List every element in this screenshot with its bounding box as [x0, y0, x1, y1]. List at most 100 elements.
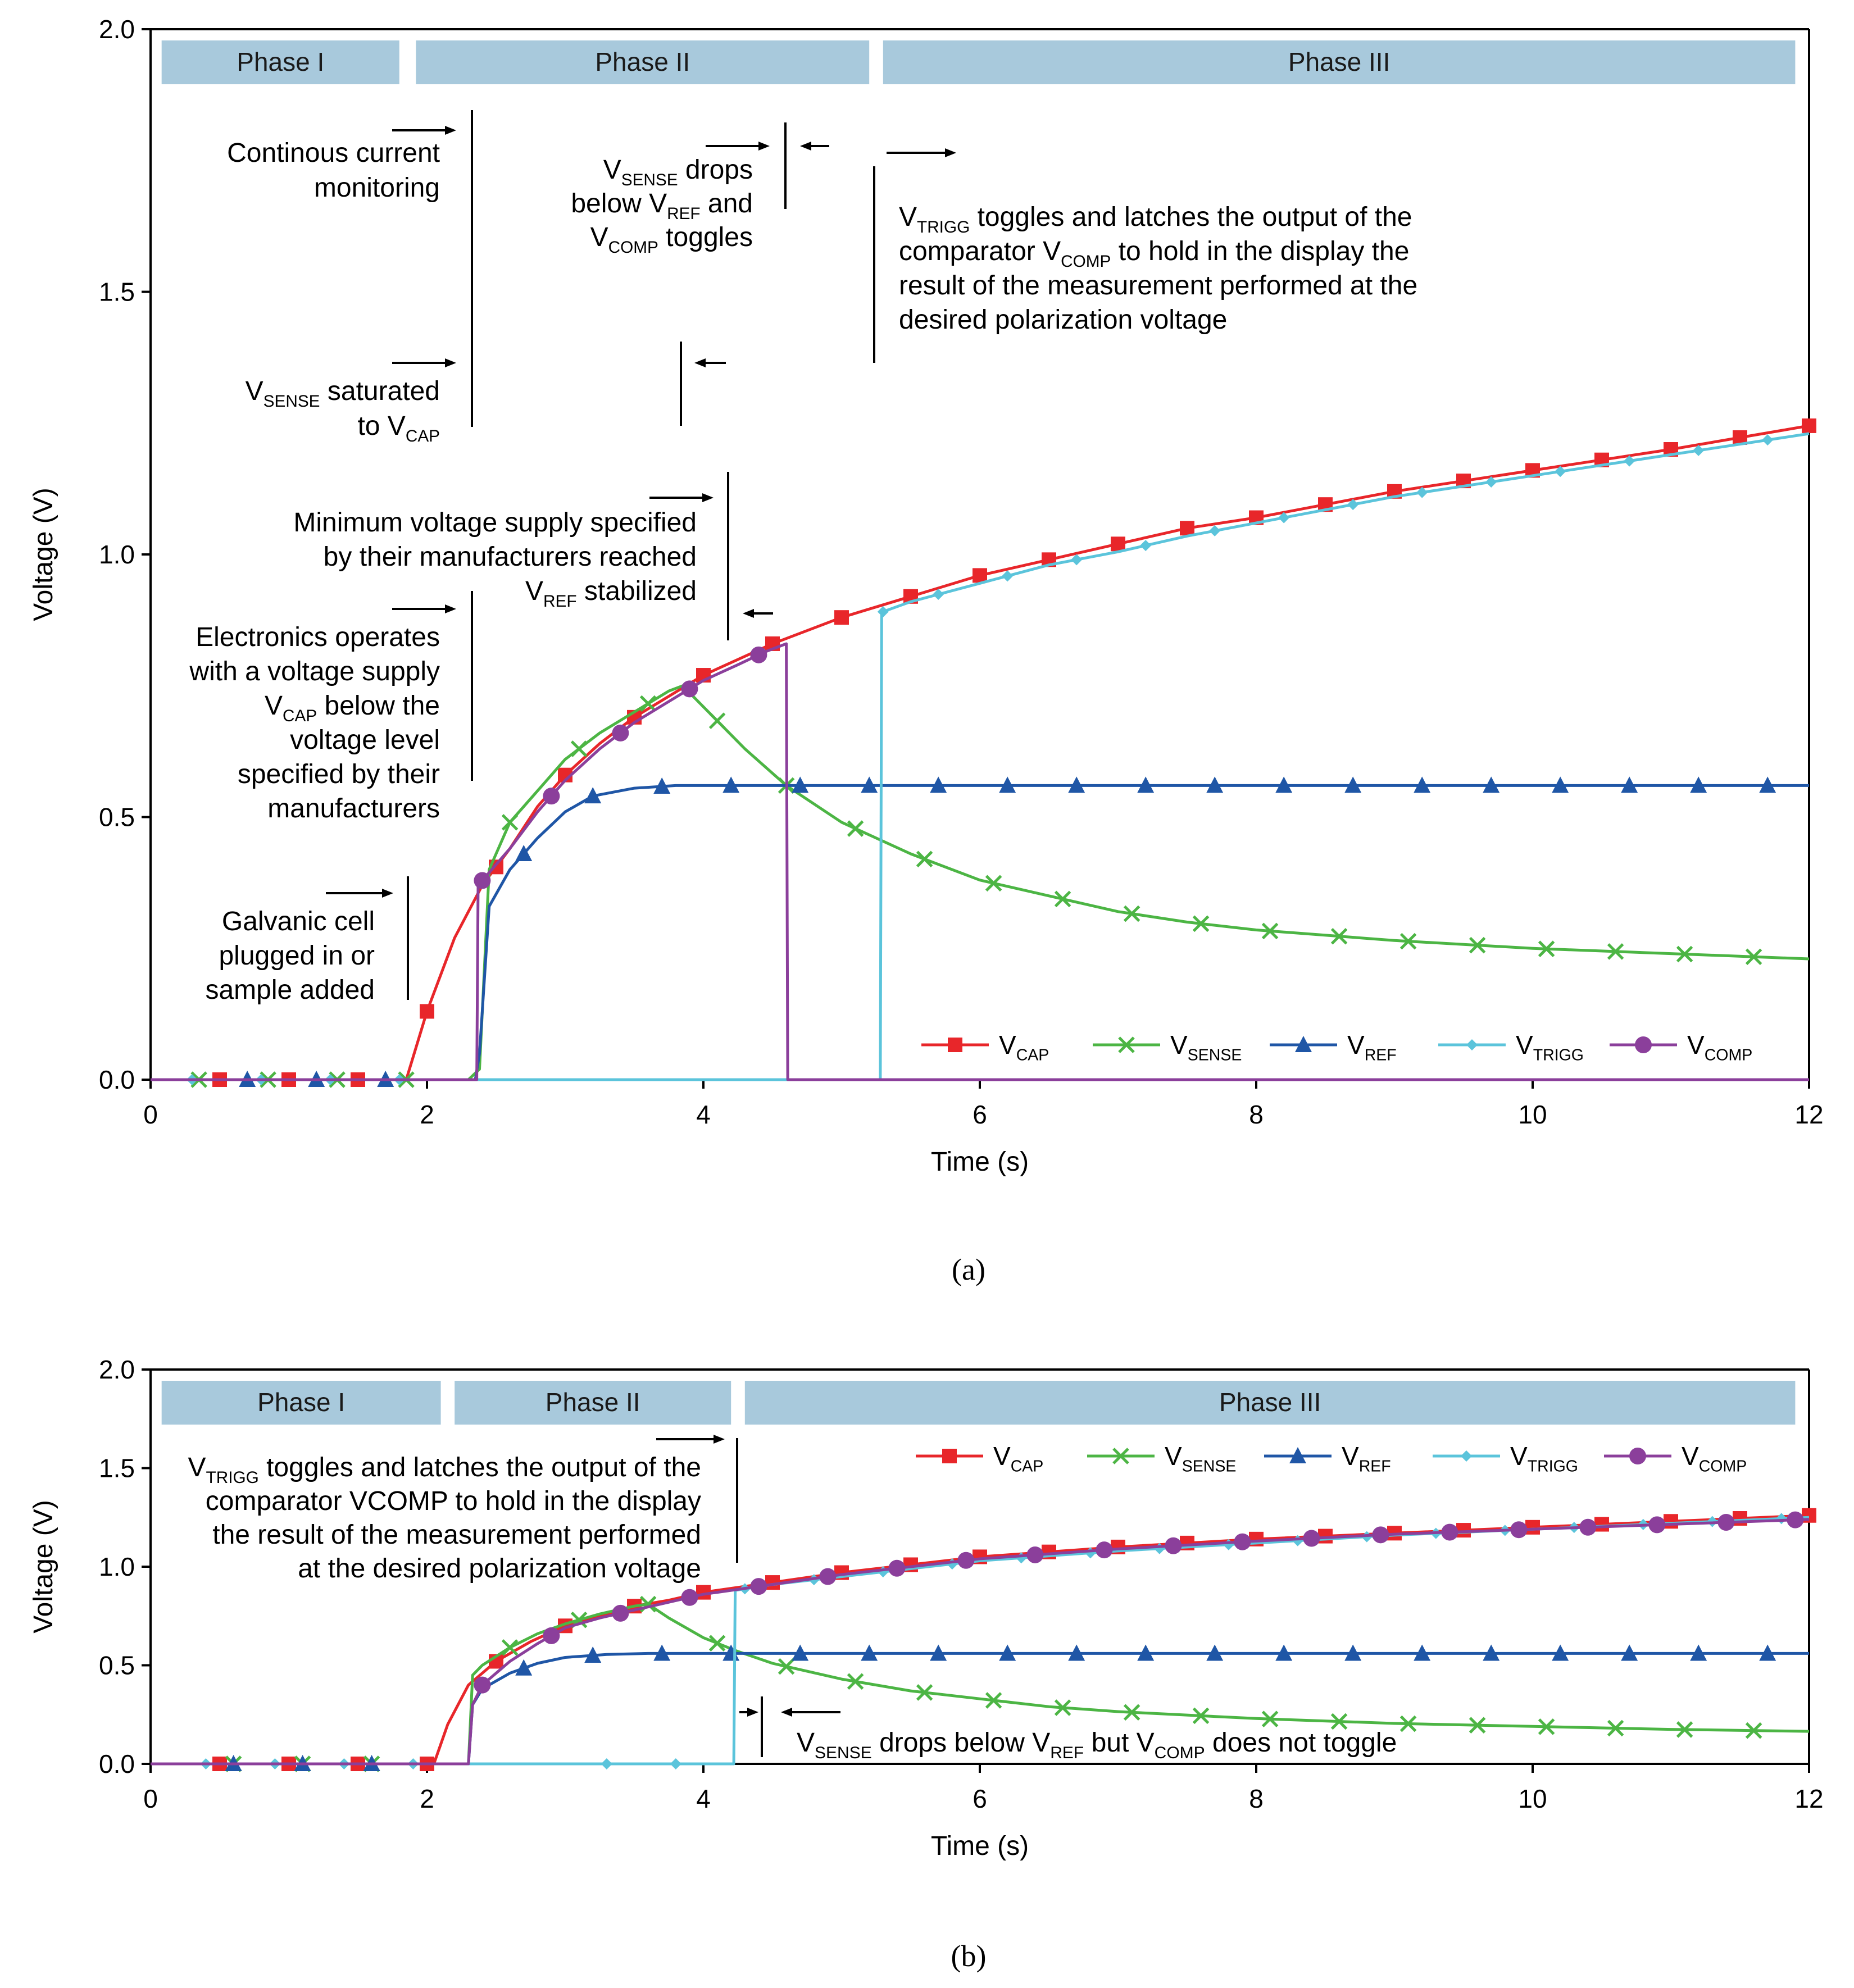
- data-point-vsense-stroke: [708, 1635, 726, 1652]
- data-point-vcomp: [612, 1604, 629, 1622]
- data-point-vsense-stroke: [1261, 922, 1279, 940]
- data-point-vsense: [1330, 1713, 1348, 1730]
- annotation-electronics-line: VCAP below the: [265, 691, 440, 725]
- data-point-vsense-stroke: [1261, 1711, 1279, 1727]
- annotation-arrow: [739, 1708, 758, 1717]
- data-point-vref: [792, 1644, 809, 1661]
- legend-label-vtrigg-main: V: [1510, 1441, 1528, 1471]
- data-point-vsense-stroke: [1538, 940, 1555, 957]
- data-point-vsense-stroke: [847, 820, 864, 837]
- annotation-drops-part: SENSE: [815, 1744, 872, 1762]
- legend-label-vcomp: VCOMP: [1687, 1030, 1752, 1064]
- annotation-latch-line-main: desired polarization voltage: [899, 305, 1227, 335]
- legend-label-vref-sub: REF: [1365, 1047, 1397, 1064]
- y-tick-label: 0.0: [99, 1749, 135, 1778]
- data-point-vsense: [778, 1658, 795, 1675]
- data-point-vref: [999, 776, 1016, 793]
- data-point-vsense: [1745, 948, 1762, 965]
- data-point-vsense-stroke: [708, 712, 726, 729]
- legend-label-vcap: VCAP: [999, 1030, 1049, 1064]
- legend-label-vcomp-main: V: [1682, 1441, 1699, 1471]
- data-point-vtrigg: [1140, 540, 1152, 552]
- data-point-vcap: [1664, 1514, 1678, 1529]
- data-point-vcomp: [1787, 1511, 1804, 1528]
- data-point-vref: [1552, 1644, 1569, 1661]
- annotation-latch-line-main: comparator V: [899, 236, 1061, 266]
- data-point-vsense-stroke: [1469, 1717, 1486, 1734]
- legend-label-vtrigg-sub: TRIGG: [1533, 1047, 1584, 1064]
- data-point-vsense: [708, 1635, 726, 1652]
- series-vref: [151, 776, 1809, 1087]
- data-point-vsense-stroke: [1399, 932, 1417, 950]
- annotation-latch-line-sub: TRIGG: [917, 218, 970, 236]
- annotation-electronics-line-main: specified by their: [238, 759, 440, 789]
- data-point-vsense: [1054, 890, 1071, 908]
- annotation-drops-line: VSENSE drops: [603, 155, 753, 189]
- annotation-electronics-line-rest: below the: [317, 691, 440, 721]
- data-point-vcap: [420, 1004, 434, 1019]
- legend-marker-vsense-stroke: [1112, 1448, 1129, 1464]
- data-point-vsense-stroke: [1607, 943, 1624, 960]
- annotation-drops-line-rest: and: [701, 189, 753, 219]
- legend-label-vref: VREF: [1347, 1030, 1397, 1064]
- data-point-vsense: [916, 1684, 933, 1701]
- y-tick-label: 0.5: [99, 803, 135, 832]
- annotation-latch-line: comparator VCOMP to hold in the display: [206, 1486, 701, 1516]
- annotation-saturated-line: VSENSE saturated: [246, 376, 440, 411]
- legend-label-vsense-sub: SENSE: [1182, 1458, 1237, 1476]
- data-point-vsense-stroke: [501, 814, 519, 831]
- data-point-vref: [1759, 1644, 1776, 1661]
- legend-marker-vsense: [1118, 1036, 1135, 1053]
- data-point-vref: [515, 844, 533, 861]
- data-point-vsense-stroke: [985, 1692, 1002, 1709]
- data-point-vref: [792, 776, 809, 793]
- data-point-vcomp: [1648, 1516, 1666, 1534]
- data-point-vref: [1068, 1644, 1085, 1661]
- data-point-vsense: [1607, 1719, 1624, 1737]
- annotation-drops-part: V: [797, 1728, 815, 1758]
- annotation-drops-line-sub: COMP: [608, 238, 658, 257]
- data-point-vtrigg: [670, 1758, 681, 1769]
- legend-label-vtrigg: VTRIGG: [1516, 1030, 1584, 1064]
- annotation-arrow-head: [800, 142, 811, 151]
- y-tick-label: 2.0: [99, 1355, 135, 1384]
- data-point-vsense-stroke: [1192, 1707, 1210, 1725]
- data-point-vsense-stroke: [1607, 1719, 1624, 1737]
- data-point-vsense-stroke: [639, 695, 657, 712]
- phase-label: Phase III: [1219, 1387, 1321, 1417]
- data-point-vref: [1621, 776, 1638, 793]
- data-point-vref: [861, 776, 878, 793]
- data-point-vsense-stroke: [1330, 927, 1348, 945]
- legend-label-vcomp-sub: COMP: [1705, 1047, 1753, 1064]
- legend-label-vcomp: VCOMP: [1682, 1441, 1747, 1476]
- annotation-latch-line-main: comparator VCOMP to hold in the display: [206, 1486, 701, 1516]
- legend-label-vcomp-sub: COMP: [1699, 1458, 1747, 1476]
- annotation-latch-line-main: result of the measurement performed at t…: [899, 271, 1417, 301]
- data-point-vcomp: [1165, 1537, 1182, 1554]
- x-tick-label: 0: [143, 1100, 158, 1129]
- chart-a-phases: Phase I Phase II Phase III: [161, 40, 1796, 84]
- annotation-electronics-line-sub: CAP: [283, 707, 317, 725]
- data-point-vref: [1137, 776, 1155, 793]
- x-tick-label: 12: [1794, 1784, 1823, 1813]
- data-point-vsense: [1399, 932, 1417, 950]
- annotation-minimum-line-main: by their manufacturers reached: [324, 542, 697, 572]
- data-point-vsense: [1192, 1707, 1210, 1725]
- data-point-vcomp: [819, 1568, 837, 1585]
- figure-caption: (b): [951, 1939, 987, 1973]
- series-vsense: [151, 1595, 1810, 1772]
- data-point-vsense: [1123, 1704, 1140, 1721]
- data-point-vtrigg: [1002, 570, 1014, 582]
- data-point-vref: [1068, 776, 1085, 793]
- data-point-vsense-stroke: [1538, 1718, 1555, 1735]
- annotation-drops-line-main: V: [603, 155, 621, 185]
- data-point-vcomp: [681, 680, 698, 698]
- data-point-vref: [653, 1644, 671, 1661]
- data-point-vtrigg: [1416, 486, 1428, 498]
- data-point-vsense-stroke: [1469, 936, 1486, 954]
- annotation-minimum-line-rest: stabilized: [577, 576, 697, 606]
- annotation-latch-line-rest: toggles and latches the output of the: [970, 202, 1412, 232]
- annotation-arrow-head: [694, 358, 706, 367]
- chart-b-series: [151, 1508, 1816, 1772]
- legend-marker-vcap: [942, 1449, 957, 1463]
